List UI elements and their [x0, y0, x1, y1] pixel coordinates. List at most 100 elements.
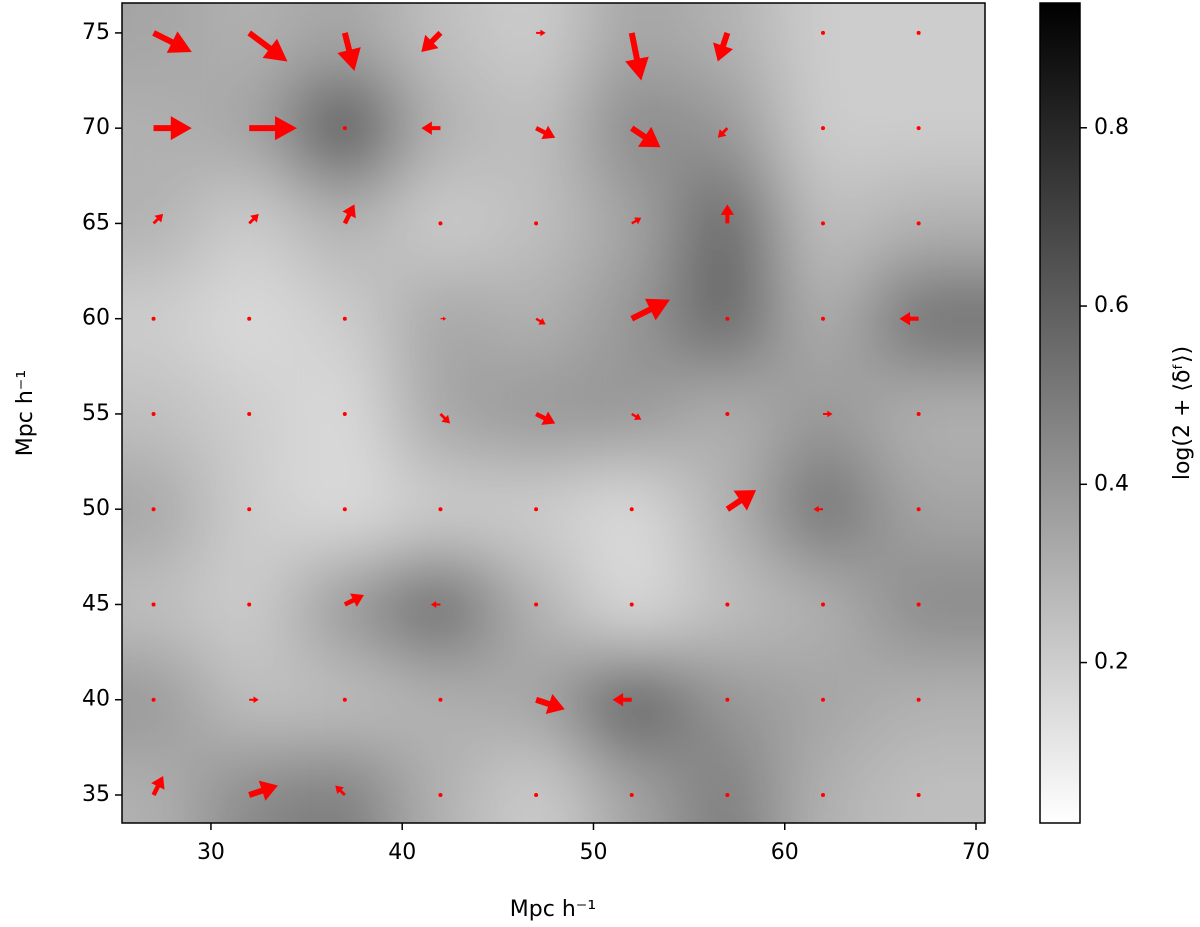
arrow [820, 697, 825, 702]
arrow [248, 780, 278, 801]
arrow [534, 221, 539, 226]
arrow [438, 507, 443, 512]
colorbar-tick-label: 0.8 [1094, 115, 1129, 140]
density-cell [392, 556, 490, 654]
arrow [534, 507, 539, 512]
arrow [820, 30, 825, 35]
arrow [151, 316, 156, 321]
density-cell [870, 3, 985, 82]
arrow [247, 316, 252, 321]
density-cell [122, 3, 203, 82]
density-cell [392, 80, 490, 177]
arrow [438, 221, 443, 226]
arrow [151, 697, 156, 702]
arrow [720, 204, 735, 224]
arrow [535, 125, 556, 140]
arrow [430, 601, 441, 608]
density-cell [679, 3, 777, 82]
arrow [916, 411, 921, 416]
y-tick-label: 70 [82, 115, 110, 140]
arrow [629, 792, 634, 797]
arrow [916, 221, 921, 226]
arrow [820, 792, 825, 797]
density-cell [870, 271, 985, 368]
arrow [249, 116, 298, 141]
colorbar-label: log(2 + ⟨δᶠ⟩) [1170, 346, 1195, 480]
density-cell [392, 3, 490, 82]
arrow [625, 32, 649, 81]
arrow [247, 602, 252, 607]
arrow [822, 410, 833, 418]
density-cell [297, 747, 394, 823]
arrow [151, 507, 156, 512]
density-cell [122, 366, 203, 463]
y-tick-label: 35 [82, 782, 110, 807]
arrow [535, 693, 565, 715]
arrow [629, 507, 634, 512]
arrow [248, 213, 259, 225]
arrow [725, 411, 730, 416]
arrow [335, 785, 346, 796]
x-tick-label: 40 [388, 840, 416, 865]
density-cell [679, 175, 777, 273]
density-cell [488, 747, 585, 823]
y-tick-label: 65 [82, 210, 110, 235]
arrow [717, 127, 729, 138]
arrow [916, 602, 921, 607]
density-cell [870, 80, 985, 177]
colorbar-tick-label: 0.2 [1094, 650, 1129, 675]
density-cell [297, 175, 394, 273]
plot-frame [121, 2, 986, 824]
density-cell [870, 175, 985, 273]
arrow [337, 32, 361, 72]
arrow [439, 412, 451, 424]
arrow [152, 213, 164, 225]
arrow [152, 30, 192, 53]
arrow [151, 775, 165, 796]
arrow [535, 317, 546, 325]
y-tick-label: 60 [82, 306, 110, 331]
arrow [631, 217, 642, 225]
density-cell [583, 652, 681, 749]
arrow [916, 507, 921, 512]
arrow [534, 792, 539, 797]
colorbar-tick-label: 0.6 [1094, 293, 1129, 318]
arrow [813, 505, 823, 513]
density-cell [583, 747, 681, 823]
arrow [343, 593, 364, 607]
arrow [534, 602, 539, 607]
arrow [899, 311, 919, 326]
density-cell [870, 652, 985, 749]
arrow [342, 507, 347, 512]
arrow [725, 792, 730, 797]
density-cell [122, 271, 203, 368]
x-tick-label: 50 [579, 840, 607, 865]
arrow [342, 316, 347, 321]
arrow [916, 30, 921, 35]
arrow [916, 126, 921, 131]
density-cell [201, 3, 299, 82]
arrow [247, 411, 252, 416]
y-tick-label: 55 [82, 401, 110, 426]
arrow [342, 697, 347, 702]
arrow [725, 602, 730, 607]
arrow [440, 316, 447, 321]
y-tick-label: 75 [82, 20, 110, 45]
arrow [421, 121, 441, 135]
arrow [247, 30, 288, 62]
density-cell [122, 652, 203, 749]
arrow [151, 411, 156, 416]
arrow [725, 490, 757, 512]
arrow [342, 126, 347, 131]
arrow [713, 31, 734, 62]
arrow [725, 316, 730, 321]
density-cell [122, 747, 203, 823]
y-tick-label: 40 [82, 687, 110, 712]
x-tick-label: 70 [962, 840, 990, 865]
x-tick-label: 30 [197, 840, 225, 865]
arrow [820, 126, 825, 131]
density-cell [679, 80, 777, 177]
arrow [725, 697, 730, 702]
arrow [630, 298, 670, 322]
